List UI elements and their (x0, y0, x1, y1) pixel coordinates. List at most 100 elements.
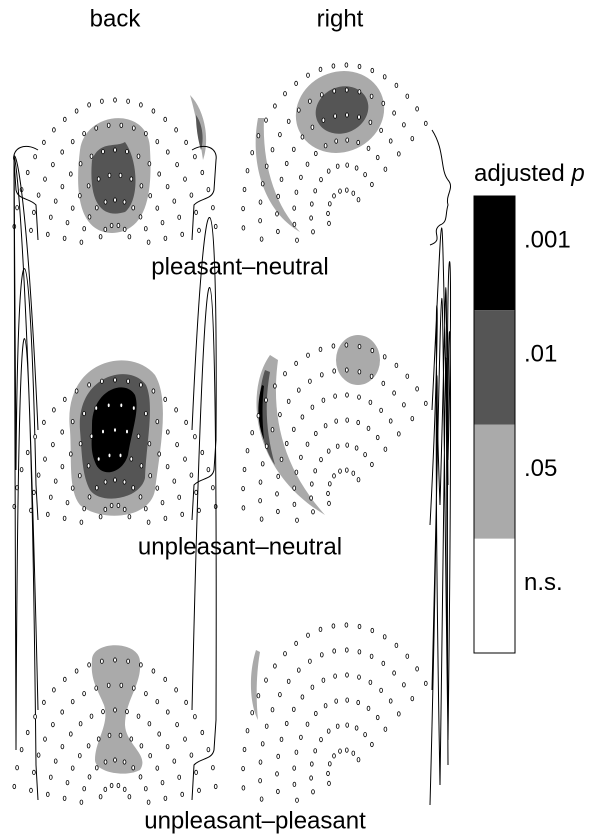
electrode (261, 182, 264, 186)
electrode (403, 403, 406, 407)
electrode (260, 237, 263, 241)
electrode (107, 403, 110, 407)
colorbar-segment (474, 425, 515, 539)
electrode (61, 744, 64, 748)
electrode (320, 737, 323, 741)
electrode (166, 150, 169, 154)
electrode (333, 474, 336, 478)
electrode (117, 783, 120, 787)
electrode (152, 109, 155, 113)
figure: back right pleasant–neutral unpleasant–n… (0, 0, 613, 837)
electrode (110, 223, 113, 227)
electrode (156, 139, 159, 143)
electrode (335, 419, 338, 423)
electrode (152, 669, 155, 673)
electrode (43, 700, 46, 704)
electrode (322, 118, 325, 122)
electrode (149, 194, 152, 198)
electrode (345, 88, 348, 92)
electrode (357, 140, 360, 144)
electrode (95, 406, 98, 410)
electrode (75, 389, 78, 393)
electrode (293, 502, 296, 506)
electrode (319, 347, 322, 351)
electrode (334, 114, 337, 118)
electrode (333, 89, 336, 93)
electrode (132, 766, 135, 770)
region-05 (251, 650, 260, 720)
electrode (63, 677, 66, 681)
electrode (126, 429, 129, 433)
electrode (327, 449, 330, 453)
electrode (158, 732, 161, 736)
electrode (107, 683, 110, 687)
electrode (119, 173, 122, 177)
electrode (33, 210, 36, 214)
electrode (13, 784, 16, 788)
electrode (185, 140, 188, 144)
electrode (108, 733, 111, 737)
electrode (259, 200, 262, 204)
electrode (176, 162, 179, 166)
electrode (259, 760, 262, 764)
electrode (114, 148, 117, 152)
electrode (195, 490, 198, 494)
electrode (251, 151, 254, 155)
electrode (335, 699, 338, 703)
electrode (260, 797, 263, 801)
electrode (123, 787, 126, 791)
electrode (49, 215, 52, 219)
electrode (140, 184, 143, 188)
electrode (101, 99, 104, 103)
electrode (334, 394, 337, 398)
electrode (184, 177, 187, 181)
electrode (110, 503, 113, 507)
electrode (346, 673, 349, 677)
electrode (416, 667, 419, 671)
electrode (327, 771, 330, 775)
electrode (287, 679, 290, 683)
electrode (261, 742, 264, 746)
electrode (355, 446, 358, 450)
colorbar-segment (474, 196, 515, 310)
electrode (46, 512, 49, 516)
electrode (276, 492, 279, 496)
electrode (140, 663, 143, 667)
electrode (357, 758, 360, 762)
electrode (295, 190, 298, 194)
electrode (328, 781, 331, 785)
electrode (140, 383, 143, 387)
electrode (322, 398, 325, 402)
electrode (123, 200, 126, 204)
electrode (79, 442, 82, 446)
electrode (411, 136, 414, 140)
electrode (295, 81, 298, 85)
electrode (181, 792, 184, 796)
electrode (242, 486, 245, 490)
electrode (406, 94, 409, 98)
electrode (265, 118, 268, 122)
electrode (166, 464, 169, 468)
electrode (339, 749, 342, 753)
electrode (339, 469, 342, 473)
electrode (285, 721, 288, 725)
electrode (46, 232, 49, 236)
electrode (104, 227, 107, 231)
electrode (34, 715, 37, 719)
electrode (357, 700, 360, 704)
region-05 (92, 645, 143, 773)
electrode (284, 372, 287, 376)
electrode (259, 480, 262, 484)
ear (14, 146, 38, 240)
electrode (271, 428, 274, 432)
map-row (92, 645, 260, 773)
electrode (53, 688, 56, 692)
electrode (274, 384, 277, 388)
electrode (332, 624, 335, 628)
electrode (345, 63, 348, 67)
electrode (80, 240, 83, 244)
electrode (246, 449, 249, 453)
electrode (83, 691, 86, 695)
electrode (88, 495, 91, 499)
electrode (145, 131, 148, 135)
